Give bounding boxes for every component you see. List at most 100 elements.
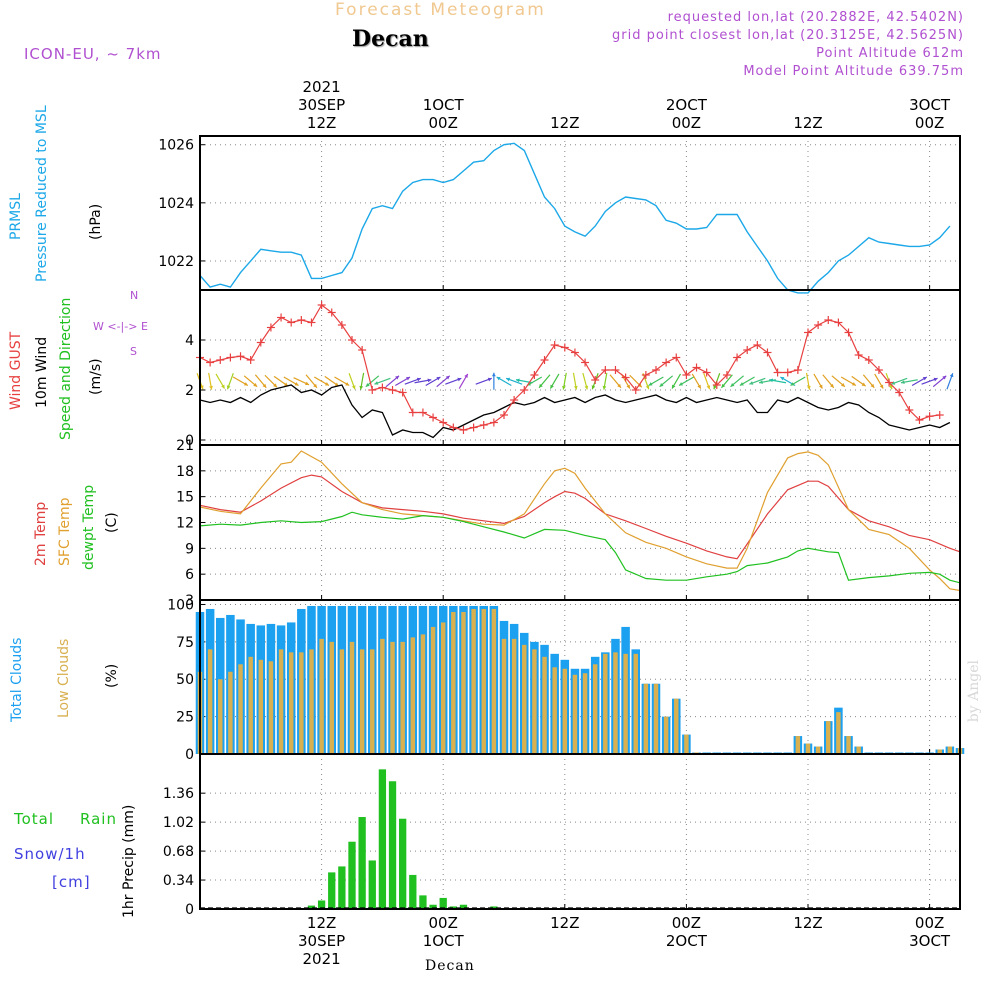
wind-arrow	[496, 376, 512, 387]
bar-low-cloud	[329, 641, 334, 754]
y-tick-label: 15	[176, 490, 194, 506]
gust-point	[479, 421, 488, 429]
bar-rain	[490, 906, 498, 909]
bar-low-cloud	[278, 649, 284, 754]
gust-point	[418, 408, 427, 417]
bar-low-cloud	[359, 649, 365, 754]
gust-point	[925, 412, 934, 421]
wind-arrow	[445, 377, 462, 385]
compass-we: W <-|-> E	[93, 320, 148, 333]
y-tick-label: 0	[185, 902, 194, 918]
bar-low-cloud	[674, 698, 679, 754]
y-tick-label: 1.02	[163, 815, 194, 831]
wind-arrow	[749, 377, 766, 385]
gust-point	[591, 376, 600, 384]
bar-low-cloud	[228, 671, 233, 754]
wind-arrow	[703, 373, 711, 390]
label-percent: (%)	[104, 663, 120, 688]
y-tick-label: 100	[167, 597, 194, 613]
wind-arrow	[721, 374, 733, 389]
wind-arrow	[582, 372, 589, 390]
gust-point	[733, 353, 742, 362]
bar-rain	[348, 841, 356, 909]
wind-arrow	[425, 376, 441, 387]
bar-low-cloud	[572, 674, 578, 754]
bar-low-cloud	[846, 736, 851, 754]
gust-point	[874, 366, 883, 374]
x-tick-label-top: 2OCT	[666, 96, 708, 114]
gust-point	[489, 418, 498, 427]
bar-low-cloud	[207, 649, 213, 754]
gust-point	[388, 386, 397, 394]
label-dewpt-temp: dewpt Temp	[81, 484, 97, 570]
panel-frame	[199, 289, 961, 446]
bar-rain	[399, 818, 407, 909]
label-cm: [cm]	[52, 873, 91, 891]
y-tick-label: 1022	[158, 254, 194, 270]
bar-rain	[449, 906, 457, 909]
gust-point	[500, 411, 508, 419]
bar-low-cloud	[218, 679, 223, 754]
bar-low-cloud	[238, 664, 243, 754]
bar-low-cloud	[582, 673, 588, 754]
bar-rain	[409, 874, 417, 909]
label-1hr-precip: 1hr Precip (mm)	[121, 804, 137, 918]
x-tick-label-top: 12Z	[550, 114, 579, 132]
gust-point	[753, 341, 762, 349]
wind-arrow	[602, 372, 608, 390]
x-tick-label-top: 1OCT	[423, 96, 465, 114]
wind-arrow	[538, 374, 551, 389]
bar-low-cloud	[653, 683, 659, 754]
credit-watermark: by Angel	[966, 660, 982, 723]
wind-arrow	[805, 372, 811, 390]
wind-arrow	[395, 376, 411, 387]
wind-arrow	[305, 374, 318, 389]
panel-frame	[199, 753, 961, 910]
wind-arrow	[215, 373, 226, 389]
wind-arrow	[813, 373, 823, 389]
wind-arrow	[739, 376, 755, 387]
bar-low-cloud	[461, 611, 466, 754]
y-tick-label: 0.68	[163, 844, 194, 860]
bar-low-cloud	[684, 734, 689, 754]
x-tick-label-top: 00Z	[915, 114, 944, 132]
bar-low-cloud	[481, 608, 486, 754]
y-tick-label: 3	[185, 593, 194, 609]
series-line-dewpt-temp	[199, 511, 961, 584]
wind-arrow	[243, 375, 258, 388]
x-tick-label-bottom: 1OCT	[423, 932, 465, 950]
gust-point	[297, 316, 306, 324]
label-prmsl: PRMSL	[8, 193, 24, 240]
wind-arrow	[862, 374, 875, 389]
label-wind-gust: Wind GUST	[8, 331, 24, 410]
gust-point	[307, 318, 316, 327]
footer-station-name: Decan	[425, 958, 475, 974]
bar-low-cloud	[603, 653, 608, 754]
wind-arrow	[414, 378, 432, 384]
x-tick-label-bottom: 00Z	[672, 914, 701, 932]
gust-point	[246, 356, 255, 364]
y-tick-label: 21	[176, 438, 194, 454]
label-sfc-temp: SFC Temp	[57, 497, 73, 566]
wind-arrow	[324, 375, 340, 387]
bar-low-cloud	[349, 641, 355, 754]
gust-point	[277, 313, 286, 322]
x-tick-label-top: 3OCT	[909, 96, 951, 114]
wind-arrow	[232, 376, 249, 387]
bar-rain	[328, 872, 336, 909]
wind-arrow	[572, 372, 578, 390]
gust-point	[570, 348, 579, 357]
gust-point	[885, 378, 894, 387]
wind-arrow	[505, 377, 523, 385]
series-line-2m-temp	[199, 474, 961, 560]
x-tick-label-bottom: 00Z	[915, 914, 944, 932]
gust-point	[621, 373, 630, 382]
gust-point	[905, 406, 914, 414]
gust-point	[530, 371, 539, 379]
x-tick-label-top: 00Z	[429, 114, 458, 132]
gust-point	[216, 356, 225, 364]
gust-point	[702, 368, 711, 377]
x-tick-label-bottom: 00Z	[429, 914, 458, 932]
series-line-prmsl	[199, 142, 951, 294]
bar-low-cloud	[856, 746, 861, 754]
